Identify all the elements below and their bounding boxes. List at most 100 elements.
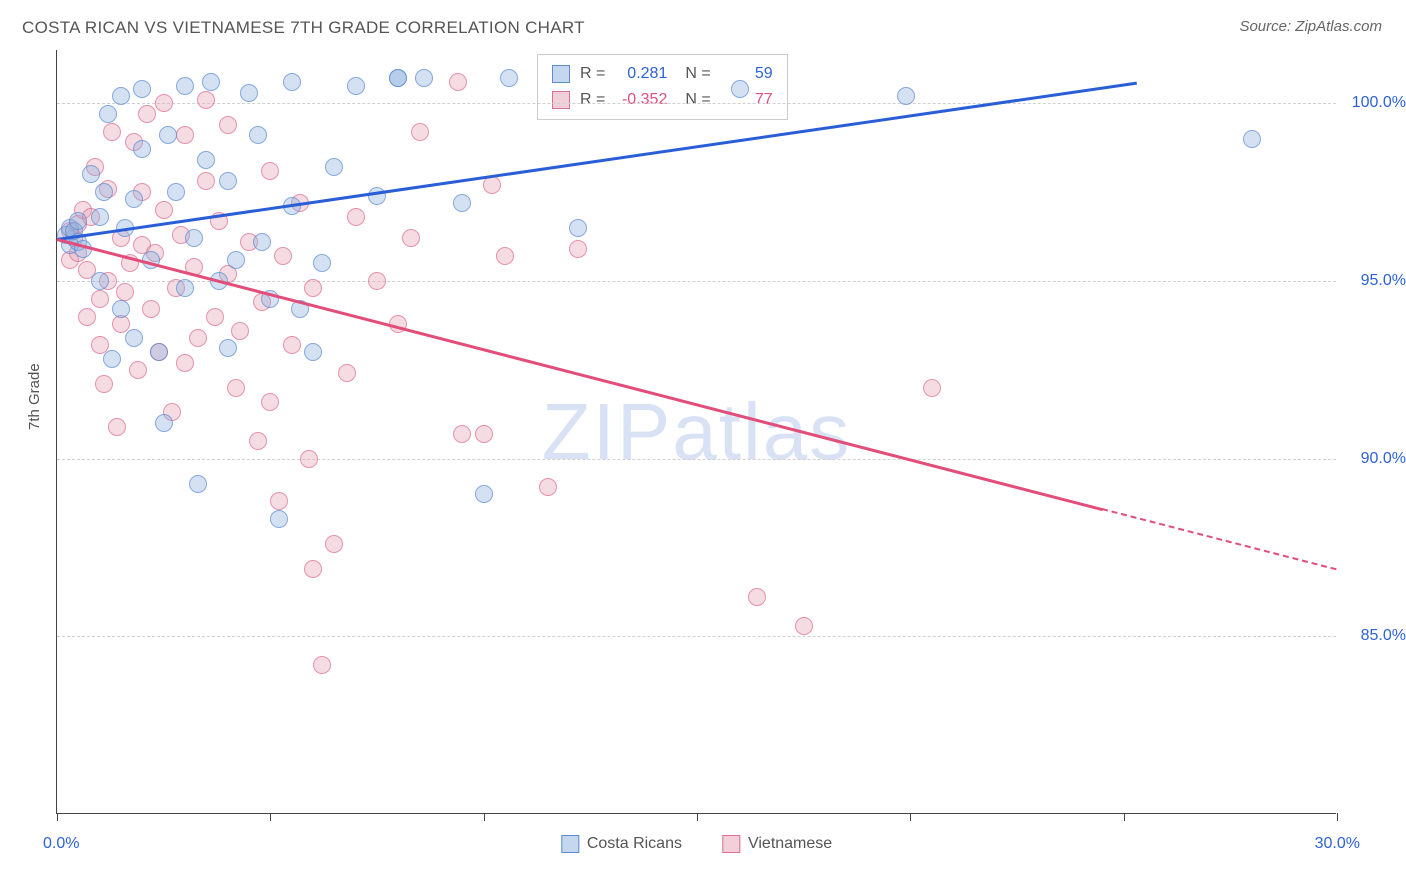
data-point-vietnamese xyxy=(270,492,288,510)
data-point-vietnamese xyxy=(748,588,766,606)
data-point-costa_ricans xyxy=(253,233,271,251)
data-point-vietnamese xyxy=(108,418,126,436)
data-point-costa_ricans xyxy=(270,510,288,528)
data-point-vietnamese xyxy=(325,535,343,553)
watermark-atlas: atlas xyxy=(672,387,851,476)
data-point-costa_ricans xyxy=(91,208,109,226)
data-point-vietnamese xyxy=(103,123,121,141)
data-point-vietnamese xyxy=(449,73,467,91)
y-tick-label: 100.0% xyxy=(1346,94,1406,112)
data-point-vietnamese xyxy=(78,308,96,326)
data-point-vietnamese xyxy=(402,229,420,247)
plot-area: ZIPatlas R = 0.281 N = 59 R = -0.352 N =… xyxy=(56,50,1336,814)
data-point-costa_ricans xyxy=(313,254,331,272)
data-point-costa_ricans xyxy=(202,73,220,91)
data-point-costa_ricans xyxy=(112,87,130,105)
legend-label-vietnamese: Vietnamese xyxy=(748,835,832,853)
y-axis-title: 7th Grade xyxy=(26,363,43,430)
legend-square-costa-ricans xyxy=(552,65,570,83)
data-point-costa_ricans xyxy=(219,172,237,190)
gridline xyxy=(57,459,1336,460)
data-point-vietnamese xyxy=(249,432,267,450)
data-point-costa_ricans xyxy=(368,187,386,205)
x-axis-max-label: 30.0% xyxy=(1315,835,1360,853)
legend-square-vietnamese xyxy=(552,91,570,109)
data-point-costa_ricans xyxy=(112,300,130,318)
data-point-costa_ricans xyxy=(91,272,109,290)
data-point-costa_ricans xyxy=(453,194,471,212)
r-label: R = xyxy=(580,65,605,83)
data-point-vietnamese xyxy=(304,560,322,578)
x-tick xyxy=(910,813,911,821)
y-tick-label: 85.0% xyxy=(1346,627,1406,645)
data-point-costa_ricans xyxy=(159,126,177,144)
x-axis-min-label: 0.0% xyxy=(43,835,79,853)
data-point-costa_ricans xyxy=(325,158,343,176)
data-point-costa_ricans xyxy=(500,69,518,87)
gridline xyxy=(57,281,1336,282)
data-point-vietnamese xyxy=(923,379,941,397)
legend-item-vietnamese: Vietnamese xyxy=(722,835,832,853)
n-label: N = xyxy=(685,91,710,109)
data-point-costa_ricans xyxy=(125,329,143,347)
data-point-vietnamese xyxy=(496,247,514,265)
n-label: N = xyxy=(685,65,710,83)
legend-square-icon xyxy=(561,835,579,853)
n-value-costa-ricans: 59 xyxy=(721,65,773,83)
data-point-costa_ricans xyxy=(155,414,173,432)
data-point-costa_ricans xyxy=(219,339,237,357)
data-point-costa_ricans xyxy=(69,212,87,230)
legend-item-costa-ricans: Costa Ricans xyxy=(561,835,682,853)
data-point-costa_ricans xyxy=(240,84,258,102)
x-tick xyxy=(1337,813,1338,821)
data-point-costa_ricans xyxy=(304,343,322,361)
data-point-costa_ricans xyxy=(227,251,245,269)
data-point-costa_ricans xyxy=(133,140,151,158)
data-point-vietnamese xyxy=(95,375,113,393)
data-point-vietnamese xyxy=(539,478,557,496)
data-point-vietnamese xyxy=(261,162,279,180)
data-point-costa_ricans xyxy=(103,350,121,368)
data-point-vietnamese xyxy=(219,116,237,134)
data-point-vietnamese xyxy=(129,361,147,379)
data-point-vietnamese xyxy=(155,201,173,219)
data-point-vietnamese xyxy=(368,272,386,290)
data-point-costa_ricans xyxy=(176,77,194,95)
r-value-vietnamese: -0.352 xyxy=(615,91,667,109)
r-value-costa-ricans: 0.281 xyxy=(615,65,667,83)
data-point-costa_ricans xyxy=(569,219,587,237)
data-point-costa_ricans xyxy=(249,126,267,144)
data-point-vietnamese xyxy=(313,656,331,674)
data-point-vietnamese xyxy=(142,300,160,318)
data-point-vietnamese xyxy=(176,354,194,372)
data-point-costa_ricans xyxy=(283,73,301,91)
data-point-vietnamese xyxy=(189,329,207,347)
data-point-costa_ricans xyxy=(189,475,207,493)
data-point-costa_ricans xyxy=(347,77,365,95)
data-point-vietnamese xyxy=(197,172,215,190)
chart-title: COSTA RICAN VS VIETNAMESE 7TH GRADE CORR… xyxy=(22,18,585,38)
data-point-vietnamese xyxy=(261,393,279,411)
data-point-costa_ricans xyxy=(95,183,113,201)
data-point-vietnamese xyxy=(91,290,109,308)
data-point-vietnamese xyxy=(116,283,134,301)
data-point-costa_ricans xyxy=(185,229,203,247)
data-point-vietnamese xyxy=(176,126,194,144)
correlation-legend: R = 0.281 N = 59 R = -0.352 N = 77 xyxy=(537,54,788,120)
source-label: Source: ZipAtlas.com xyxy=(1239,18,1382,35)
data-point-costa_ricans xyxy=(133,80,151,98)
data-point-costa_ricans xyxy=(82,165,100,183)
data-point-vietnamese xyxy=(231,322,249,340)
data-point-costa_ricans xyxy=(125,190,143,208)
data-point-vietnamese xyxy=(483,176,501,194)
data-point-vietnamese xyxy=(300,450,318,468)
data-point-costa_ricans xyxy=(150,343,168,361)
data-point-vietnamese xyxy=(283,336,301,354)
data-point-costa_ricans xyxy=(99,105,117,123)
data-point-vietnamese xyxy=(304,279,322,297)
trend-line xyxy=(57,238,1103,510)
data-point-vietnamese xyxy=(155,94,173,112)
x-tick xyxy=(697,813,698,821)
data-point-vietnamese xyxy=(347,208,365,226)
y-tick-label: 90.0% xyxy=(1346,450,1406,468)
